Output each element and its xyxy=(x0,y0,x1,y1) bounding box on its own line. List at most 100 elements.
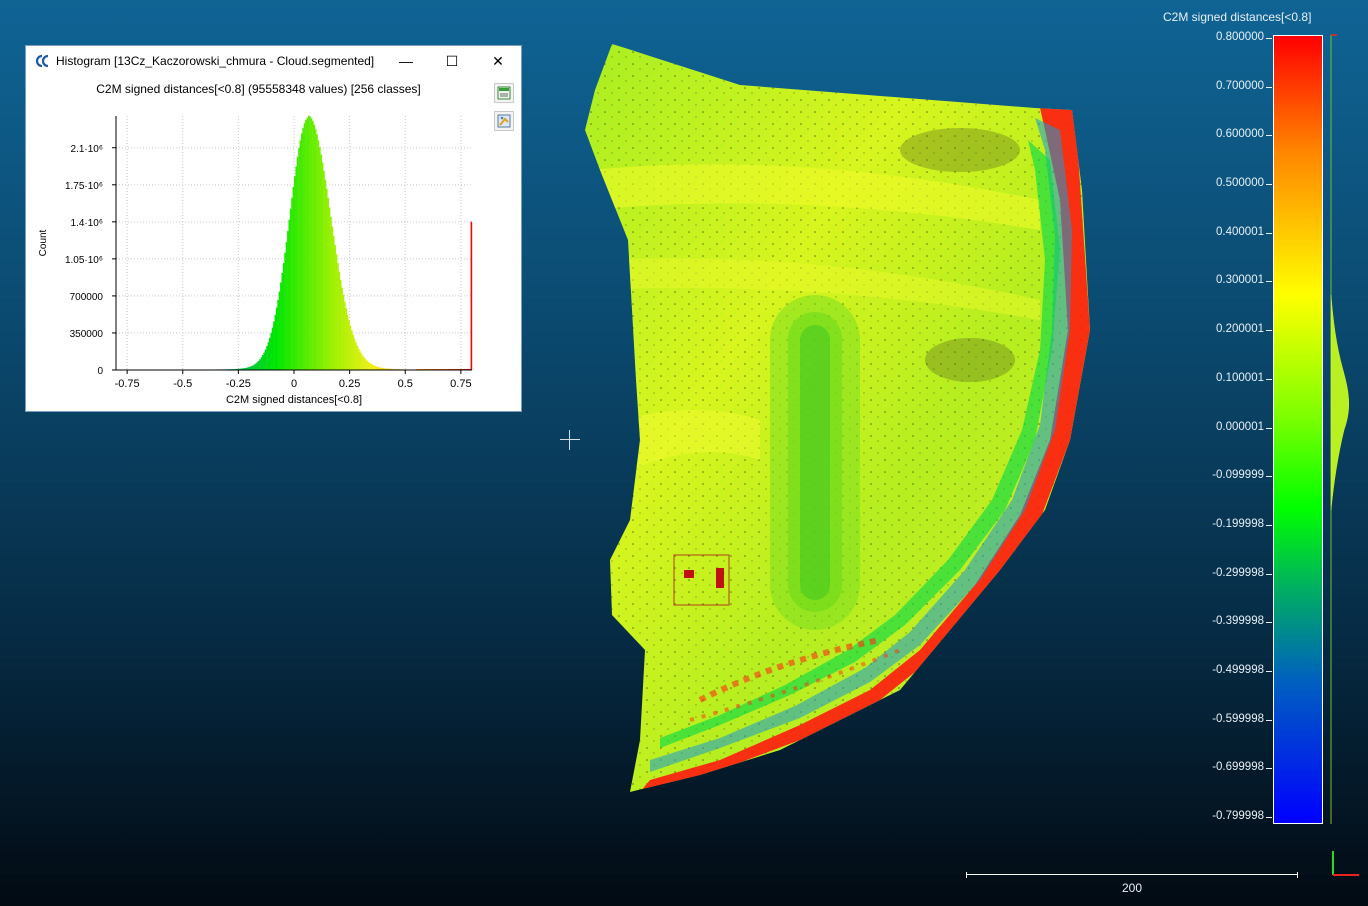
histogram-bar xyxy=(371,364,374,370)
histogram-bar xyxy=(263,352,266,370)
histogram-bar xyxy=(278,291,281,370)
histogram-bar xyxy=(292,186,295,370)
histogram-bar xyxy=(256,362,259,370)
color-scale-tick xyxy=(1266,719,1272,721)
y-tick-label: 350000 xyxy=(70,329,104,340)
histogram-bar xyxy=(342,294,345,370)
color-scale-tick xyxy=(1266,476,1272,478)
histogram-bar xyxy=(391,368,393,370)
color-scale-tick xyxy=(1266,135,1272,137)
histogram-bar xyxy=(309,116,311,370)
x-axis-label: C2M signed distances[<0.8] xyxy=(226,394,362,406)
histogram-bar xyxy=(257,360,260,370)
histogram-bar xyxy=(384,368,386,370)
color-scale-tick xyxy=(1266,38,1272,39)
export-csv-button[interactable] xyxy=(494,83,514,103)
histogram-bar xyxy=(295,166,297,370)
histogram-bar xyxy=(367,361,370,370)
color-scale-label: -0.299998 xyxy=(1212,566,1264,579)
histogram-bar xyxy=(348,320,350,370)
distance-scale-label: 200 xyxy=(1121,881,1143,895)
color-scale-label: -0.399998 xyxy=(1212,615,1264,628)
histogram-bar xyxy=(364,359,367,370)
y-tick-label: 0 xyxy=(97,366,103,377)
histogram-bar xyxy=(344,301,346,370)
x-tick-label: -0.25 xyxy=(226,378,251,390)
histogram-bar xyxy=(377,366,380,370)
histogram-bar xyxy=(252,365,254,370)
histogram-bar xyxy=(388,368,391,370)
color-scale-label: 0.400001 xyxy=(1216,225,1264,238)
y-tick-label: 1.05·10⁶ xyxy=(65,255,103,266)
histogram-bar xyxy=(239,368,242,370)
histogram-bar xyxy=(323,170,325,370)
histogram-bar xyxy=(339,279,342,370)
close-button[interactable]: ✕ xyxy=(492,52,504,69)
histogram-bar xyxy=(281,272,284,370)
histogram-bar xyxy=(280,282,282,370)
x-tick-label: 0.5 xyxy=(398,378,413,390)
histogram-bar xyxy=(362,355,364,370)
histogram-bar xyxy=(314,129,317,370)
histogram-bar xyxy=(260,357,263,370)
histogram-bar xyxy=(299,140,302,370)
histogram-bar xyxy=(313,124,316,371)
y-tick-label: 2.1·10⁶ xyxy=(71,144,103,155)
histogram-bar xyxy=(338,271,341,370)
histogram-bar xyxy=(337,262,339,370)
histogram-titlebar[interactable]: Histogram [13Cz_Kaczorowski_chmura - Clo… xyxy=(26,46,521,76)
histogram-bar xyxy=(345,308,348,370)
histogram-bar xyxy=(353,338,356,370)
histogram-bar xyxy=(303,123,306,371)
color-scale-label: 0.500000 xyxy=(1216,177,1264,190)
color-scale-label: 0.200001 xyxy=(1216,323,1264,336)
histogram-bar xyxy=(363,357,366,370)
export-image-button[interactable] xyxy=(494,111,514,131)
histogram-bar xyxy=(312,120,314,370)
histogram-bar xyxy=(332,235,335,370)
histogram-bar xyxy=(359,351,361,370)
histogram-window[interactable]: Histogram [13Cz_Kaczorowski_chmura - Clo… xyxy=(25,45,522,412)
histogram-bar xyxy=(271,327,274,370)
x-tick-label: 0.75 xyxy=(450,378,471,390)
histogram-bar xyxy=(349,325,352,370)
color-scale-label: -0.599998 xyxy=(1212,712,1264,725)
histogram-bar xyxy=(307,115,310,370)
histogram-bar xyxy=(243,368,246,370)
color-scale-tick xyxy=(1266,232,1272,234)
histogram-bar xyxy=(266,346,268,370)
x-tick-label: -0.75 xyxy=(115,378,140,390)
color-scale-tick xyxy=(1266,378,1272,380)
histogram-bar xyxy=(238,368,240,370)
export-image-icon xyxy=(497,114,511,128)
histogram-bar xyxy=(305,119,307,370)
color-scale-tick xyxy=(1266,768,1272,770)
color-scale-label: -0.799998 xyxy=(1212,810,1264,822)
histogram-bar xyxy=(383,368,385,370)
histogram-bar xyxy=(325,188,328,370)
color-scale-label: 0.300001 xyxy=(1216,274,1264,287)
y-tick-label: 1.75·10⁶ xyxy=(65,181,103,192)
histogram-bar xyxy=(235,368,238,370)
histogram-bar xyxy=(300,133,303,370)
histogram-bar xyxy=(255,363,257,370)
histogram-bar xyxy=(356,345,359,370)
maximize-button[interactable]: ☐ xyxy=(445,52,459,69)
histogram-bar xyxy=(268,337,271,370)
histogram-bar xyxy=(376,366,378,370)
histogram-bar xyxy=(331,226,334,370)
histogram-bar xyxy=(317,140,320,370)
histogram-bar xyxy=(270,332,272,370)
histogram-bar xyxy=(236,368,239,370)
color-scale-tick xyxy=(1266,622,1272,624)
histogram-header: C2M signed distances[<0.8] (95558348 val… xyxy=(96,82,421,96)
histogram-bar xyxy=(328,207,331,370)
histogram-bar xyxy=(298,148,300,370)
histogram-bar xyxy=(287,230,289,370)
minimize-button[interactable]: — xyxy=(399,53,413,69)
histogram-bar xyxy=(294,176,296,370)
histogram-bar xyxy=(389,368,392,370)
color-scale-title: C2M signed distances[<0.8] xyxy=(1163,10,1312,24)
